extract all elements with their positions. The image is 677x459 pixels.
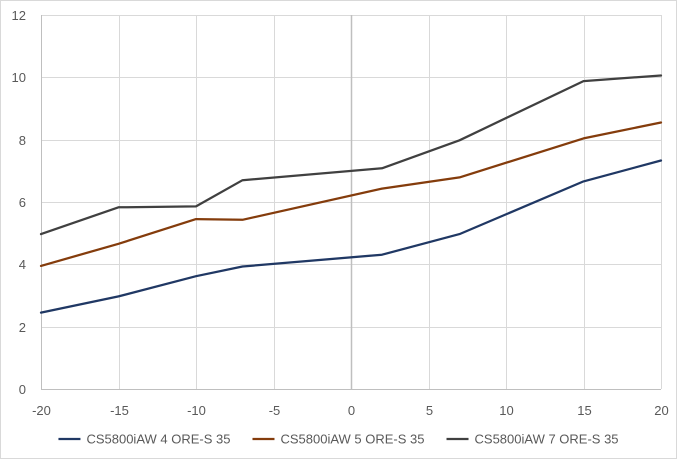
series-line-2 bbox=[39, 121, 663, 268]
series-lines bbox=[39, 74, 663, 314]
y-tick-label: 0 bbox=[19, 382, 26, 397]
x-tick-label: 20 bbox=[654, 403, 668, 418]
y-tick-label: 4 bbox=[19, 257, 26, 272]
y-tick-label: 12 bbox=[12, 8, 26, 23]
x-tick-label: -20 bbox=[32, 403, 51, 418]
series-line-3 bbox=[39, 74, 663, 236]
y-tick-label: 10 bbox=[12, 70, 26, 85]
y-tick-label: 6 bbox=[19, 195, 26, 210]
series-line-1 bbox=[39, 159, 663, 314]
x-tick-label: -5 bbox=[269, 403, 281, 418]
legend-label: CS5800iAW 7 ORE-S 35 bbox=[475, 432, 619, 447]
x-tick-label: -10 bbox=[187, 403, 206, 418]
y-tick-label: 8 bbox=[19, 133, 26, 148]
legend-label: CS5800iAW 4 ORE-S 35 bbox=[86, 432, 230, 447]
legend-label: CS5800iAW 5 ORE-S 35 bbox=[280, 432, 424, 447]
x-tick-label: 5 bbox=[426, 403, 433, 418]
x-tick-label: 10 bbox=[499, 403, 513, 418]
y-tick-label: 2 bbox=[19, 320, 26, 335]
legend: CS5800iAW 4 ORE-S 35 CS5800iAW 5 ORE-S 35… bbox=[58, 432, 619, 447]
axes: 0 2 4 6 8 10 12 -20 -15 -10 -5 0 5 10 15 20 bbox=[12, 8, 669, 418]
x-tick-label: 15 bbox=[577, 403, 591, 418]
x-tick-label: -15 bbox=[110, 403, 129, 418]
x-tick-label: 0 bbox=[348, 403, 355, 418]
gridlines bbox=[41, 15, 662, 389]
